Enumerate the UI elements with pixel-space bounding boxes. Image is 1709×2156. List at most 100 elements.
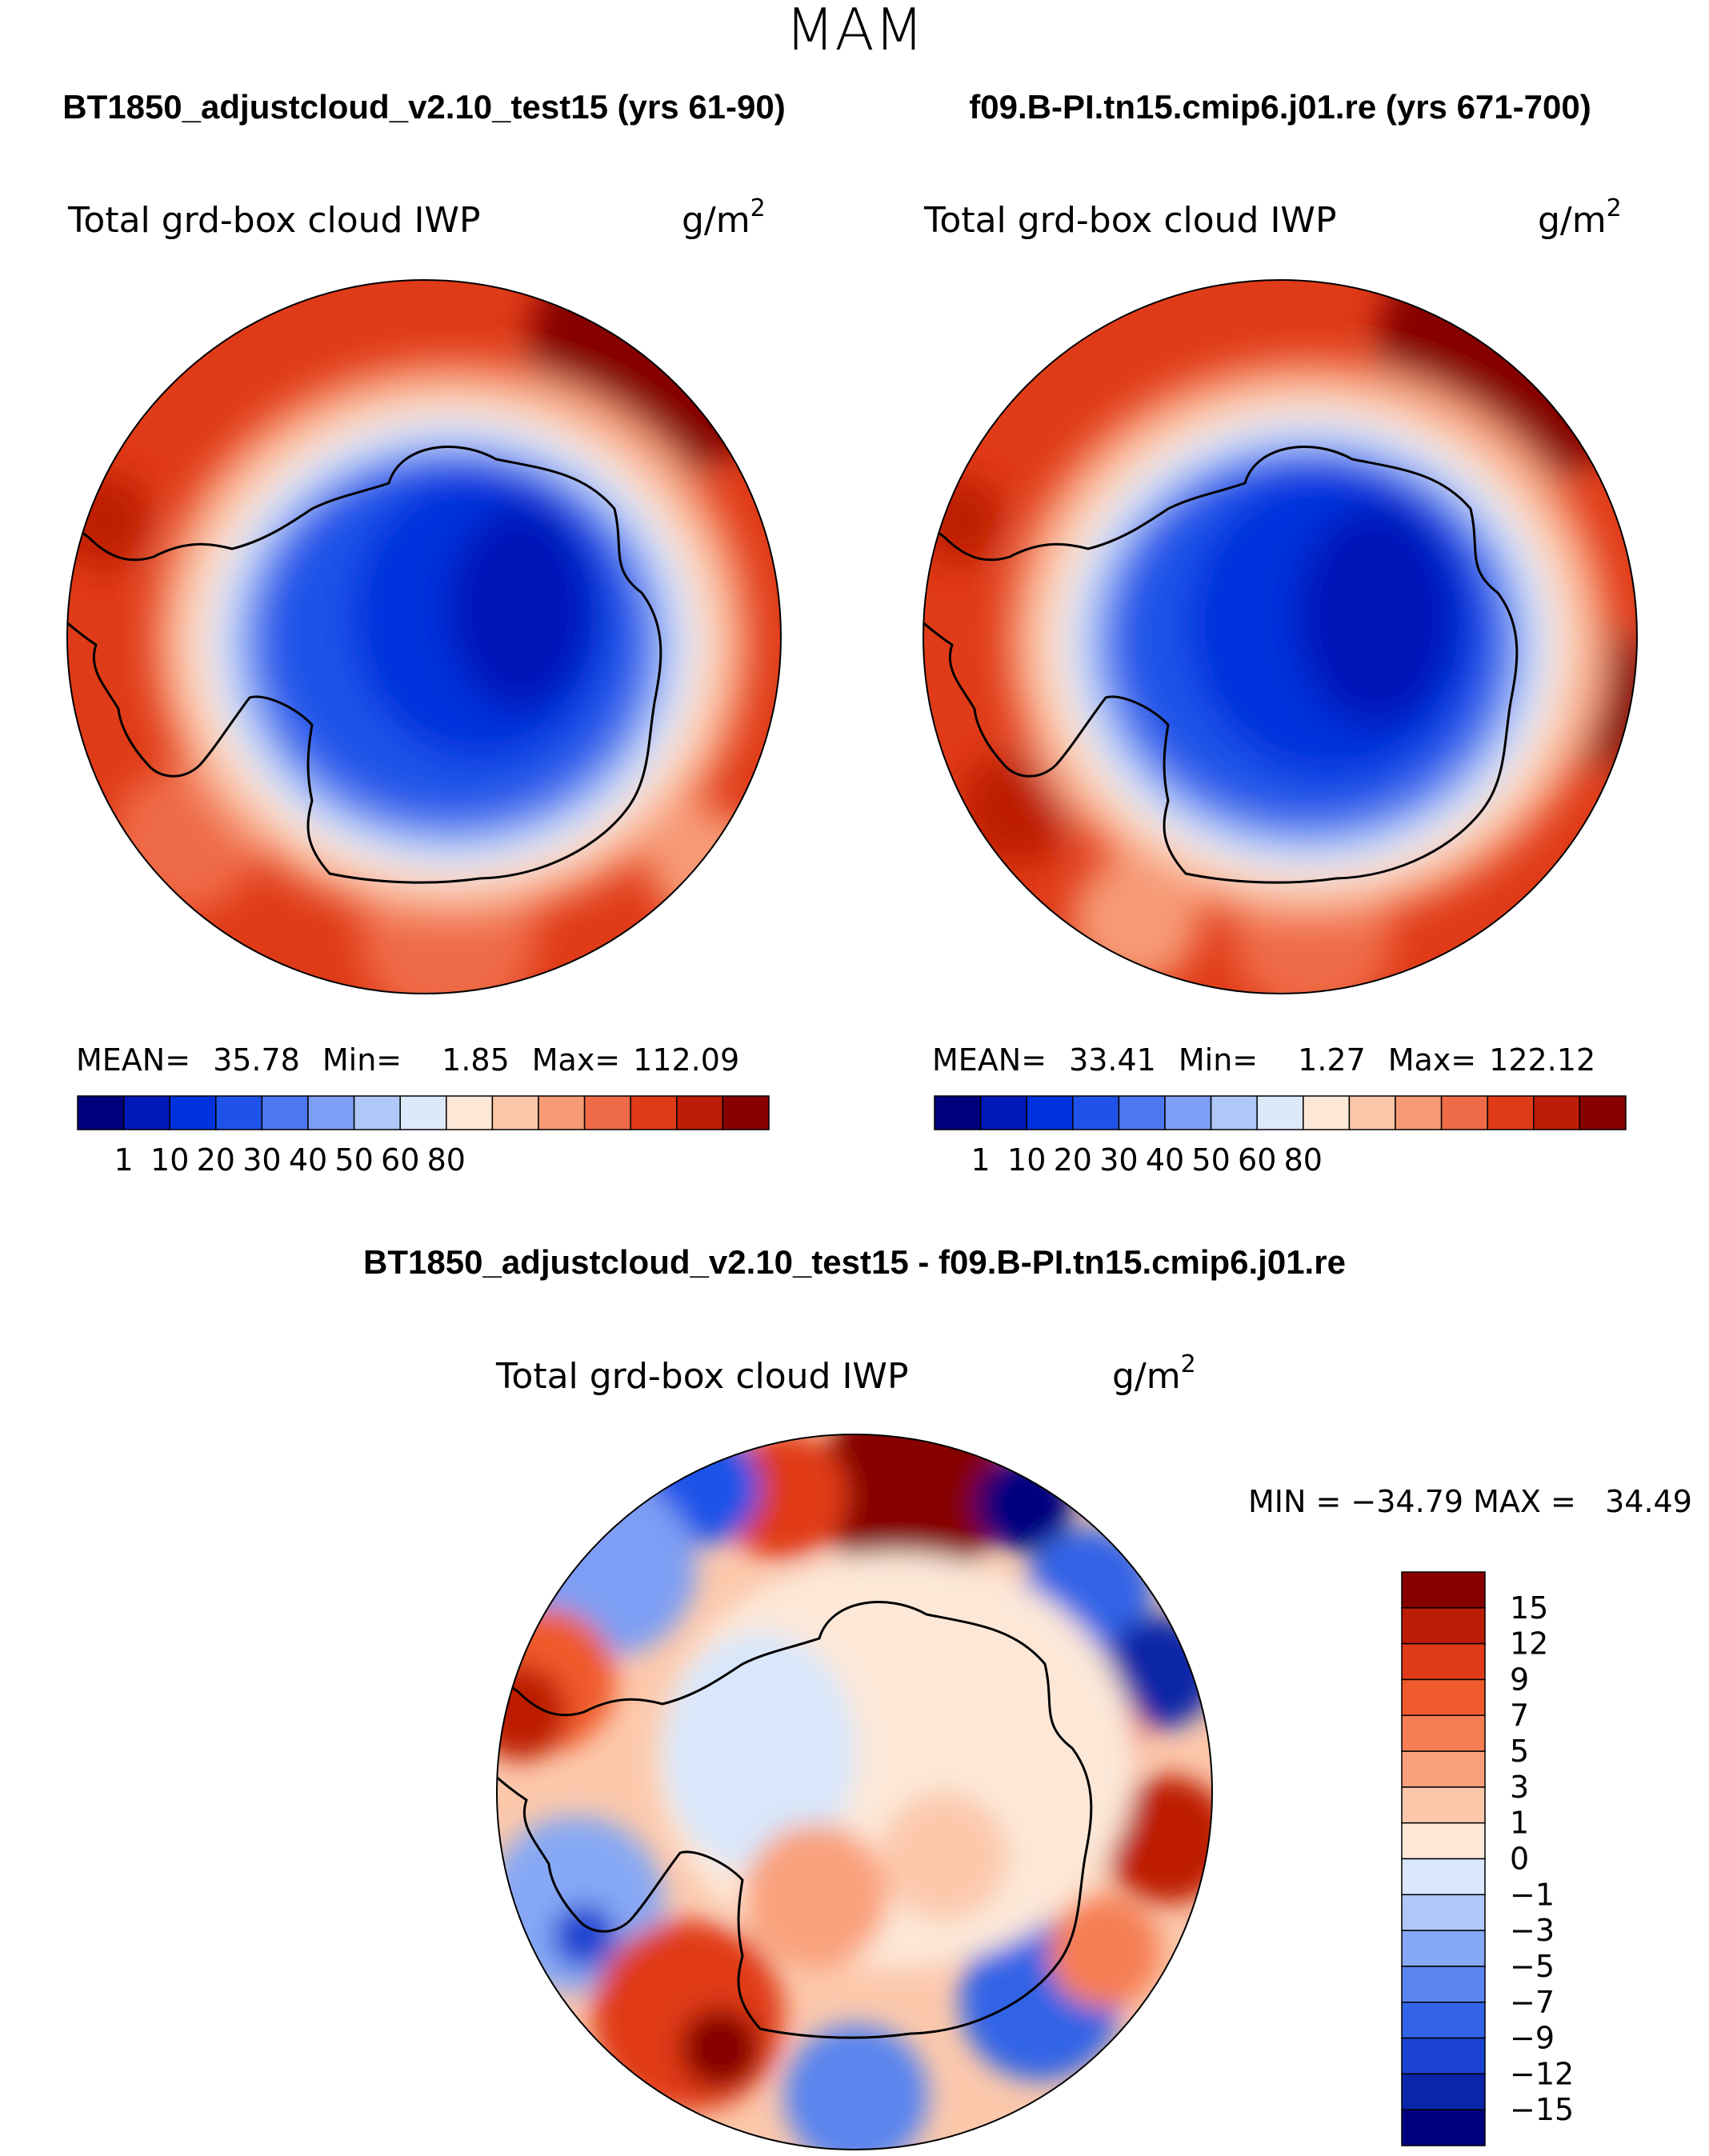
colorbar-swatch	[77, 1095, 125, 1130]
colorbar-swatch	[1401, 2109, 1486, 2146]
colorbar-tick-label: 3	[1510, 1770, 1529, 1805]
colorbar-tick-label: 10	[1007, 1142, 1046, 1178]
colorbar-tick-label: 80	[1284, 1142, 1323, 1178]
colorbar-tick-label: 60	[1238, 1142, 1276, 1178]
colorbar-tick-label: −1	[1510, 1877, 1555, 1912]
colorbar-swatch	[1256, 1095, 1304, 1130]
colorbar-tick-label: −9	[1510, 2021, 1555, 2056]
colorbar-tick-label: 30	[1099, 1142, 1138, 1178]
colorbar-swatch	[1440, 1095, 1488, 1130]
colorbar-swatch	[1401, 1966, 1486, 2003]
diff-map	[496, 1434, 1213, 2150]
colorbar-swatch	[1487, 1095, 1535, 1130]
colorbar-swatch	[169, 1095, 217, 1130]
diff-panel: Total grd-box cloud IWP g/m2	[495, 1350, 1692, 2150]
left-variable-title: Total grd-box cloud IWP	[67, 200, 480, 241]
right-variable-title: Total grd-box cloud IWP	[923, 200, 1336, 241]
season-title: MAM	[785, 0, 924, 63]
colorbar-swatch	[1401, 1607, 1486, 1645]
right-units: g/m2	[1538, 194, 1622, 241]
colorbar-swatch	[1401, 1822, 1486, 1860]
colorbar-swatch	[491, 1095, 539, 1130]
colorbar-swatch	[1401, 1894, 1486, 1931]
colorbar-tick-label: 20	[197, 1142, 235, 1178]
colorbar-tick-label: 7	[1510, 1698, 1529, 1733]
colorbar-swatch	[1401, 2002, 1486, 2039]
colorbar-tick-label: 50	[334, 1142, 373, 1178]
colorbar-swatch	[1401, 1678, 1486, 1716]
colorbar-swatch	[122, 1095, 170, 1130]
diff-panel-title: BT1850_adjustcloud_v2.10_test15 - f09.B-…	[363, 1243, 1346, 1281]
left-units: g/m2	[682, 194, 766, 241]
colorbar-swatch	[1401, 1571, 1486, 1609]
right-panel-title: f09.B-PI.tn15.cmip6.j01.re (yrs 671-700)	[969, 88, 1591, 126]
colorbar-swatch	[1579, 1095, 1627, 1130]
colorbar-swatch	[722, 1095, 770, 1130]
colorbar-swatch	[261, 1095, 309, 1130]
colorbar-swatch	[1401, 1750, 1486, 1788]
colorbar-tick-label: 1	[1510, 1806, 1529, 1841]
colorbar-swatch	[353, 1095, 401, 1130]
colorbar-tick-label: 40	[289, 1142, 327, 1178]
colorbar-swatch	[1401, 1930, 1486, 1967]
colorbar-swatch	[1401, 2073, 1486, 2110]
left-map	[66, 279, 782, 994]
colorbar-tick-label: 1	[114, 1142, 134, 1178]
colorbar-tick-label: 15	[1510, 1590, 1548, 1626]
colorbar-swatch	[1348, 1095, 1396, 1130]
colorbar-swatch	[934, 1095, 982, 1130]
colorbar-tick-label: −12	[1510, 2056, 1574, 2091]
colorbar-swatch	[307, 1095, 355, 1130]
colorbar-tick-label: 9	[1510, 1662, 1529, 1697]
diff-units: g/m2	[1112, 1350, 1196, 1397]
colorbar-swatch	[1026, 1095, 1074, 1130]
colorbar-swatch	[1210, 1095, 1258, 1130]
colorbar-tick-label: 5	[1510, 1734, 1529, 1769]
colorbar-swatch	[979, 1095, 1027, 1130]
colorbar-swatch	[446, 1095, 494, 1130]
colorbar-swatch	[538, 1095, 586, 1130]
diff-stats: MIN = −34.79 MAX = 34.49	[1248, 1484, 1692, 1519]
colorbar-tick-label: −5	[1510, 1949, 1555, 1984]
colorbar-swatch	[1401, 1786, 1486, 1824]
left-colorbar: 1 10 20 30 40 50 60 80	[77, 1095, 770, 1178]
colorbar-tick-label: 12	[1510, 1626, 1548, 1662]
colorbar-swatch	[399, 1095, 447, 1130]
colorbar-swatch	[1533, 1095, 1581, 1130]
colorbar-swatch	[1164, 1095, 1212, 1130]
colorbar-tick-label: 30	[242, 1142, 281, 1178]
colorbar-swatch	[215, 1095, 263, 1130]
colorbar-tick-label: −3	[1510, 1913, 1555, 1948]
colorbar-swatch	[1303, 1095, 1351, 1130]
colorbar-tick-label: 40	[1146, 1142, 1184, 1178]
left-panel: Total grd-box cloud IWP g/m2	[66, 194, 782, 1178]
right-colorbar: 1 10 20 30 40 50 60 80	[934, 1095, 1627, 1178]
left-stats: MEAN= 35.78 Min= 1.85 Max= 112.09	[76, 1042, 739, 1078]
colorbar-swatch	[1401, 1858, 1486, 1896]
right-panel: Total grd-box cloud IWP g/m2	[923, 194, 1638, 1178]
colorbar-swatch	[676, 1095, 724, 1130]
right-map	[923, 279, 1638, 994]
colorbar-swatch	[1401, 1714, 1486, 1752]
colorbar-swatch	[1395, 1095, 1443, 1130]
right-stats: MEAN= 33.41 Min= 1.27 Max= 122.12	[932, 1042, 1595, 1078]
colorbar-swatch	[1072, 1095, 1120, 1130]
colorbar-tick-label: 80	[427, 1142, 466, 1178]
colorbar-swatch	[1401, 1642, 1486, 1681]
diff-variable-title: Total grd-box cloud IWP	[495, 1356, 908, 1397]
colorbar-tick-label: 0	[1510, 1842, 1529, 1877]
left-panel-title: BT1850_adjustcloud_v2.10_test15 (yrs 61-…	[62, 88, 785, 126]
colorbar-tick-label: 1	[971, 1142, 991, 1178]
colorbar-tick-label: 20	[1054, 1142, 1092, 1178]
colorbar-tick-label: 50	[1191, 1142, 1230, 1178]
colorbar-tick-label: 10	[150, 1142, 189, 1178]
colorbar-swatch	[1118, 1095, 1166, 1130]
colorbar-swatch	[1401, 2037, 1486, 2075]
colorbar-swatch	[630, 1095, 678, 1130]
colorbar-tick-label: −15	[1510, 2092, 1574, 2127]
colorbar-swatch	[583, 1095, 631, 1130]
colorbar-tick-label: 60	[381, 1142, 419, 1178]
colorbar-tick-label: −7	[1510, 1985, 1555, 2020]
